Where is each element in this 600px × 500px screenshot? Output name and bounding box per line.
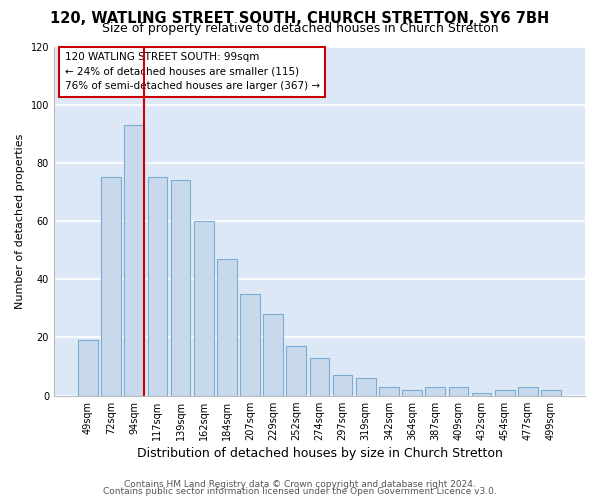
Bar: [495, 390, 515, 396]
Bar: [124, 125, 144, 396]
X-axis label: Distribution of detached houses by size in Church Stretton: Distribution of detached houses by size …: [137, 447, 502, 460]
Bar: [449, 387, 468, 396]
Bar: [333, 376, 352, 396]
Bar: [425, 387, 445, 396]
Text: Size of property relative to detached houses in Church Stretton: Size of property relative to detached ho…: [101, 22, 499, 35]
Bar: [170, 180, 190, 396]
Bar: [286, 346, 306, 396]
Text: Contains public sector information licensed under the Open Government Licence v3: Contains public sector information licen…: [103, 487, 497, 496]
Bar: [402, 390, 422, 396]
Bar: [194, 221, 214, 396]
Bar: [541, 390, 561, 396]
Bar: [472, 393, 491, 396]
Bar: [148, 178, 167, 396]
Y-axis label: Number of detached properties: Number of detached properties: [15, 134, 25, 309]
Bar: [356, 378, 376, 396]
Bar: [310, 358, 329, 396]
Bar: [101, 178, 121, 396]
Bar: [263, 314, 283, 396]
Bar: [78, 340, 98, 396]
Bar: [379, 387, 399, 396]
Bar: [217, 259, 236, 396]
Bar: [240, 294, 260, 396]
Text: 120, WATLING STREET SOUTH, CHURCH STRETTON, SY6 7BH: 120, WATLING STREET SOUTH, CHURCH STRETT…: [50, 11, 550, 26]
Bar: [518, 387, 538, 396]
Text: Contains HM Land Registry data © Crown copyright and database right 2024.: Contains HM Land Registry data © Crown c…: [124, 480, 476, 489]
Text: 120 WATLING STREET SOUTH: 99sqm
← 24% of detached houses are smaller (115)
76% o: 120 WATLING STREET SOUTH: 99sqm ← 24% of…: [65, 52, 320, 92]
